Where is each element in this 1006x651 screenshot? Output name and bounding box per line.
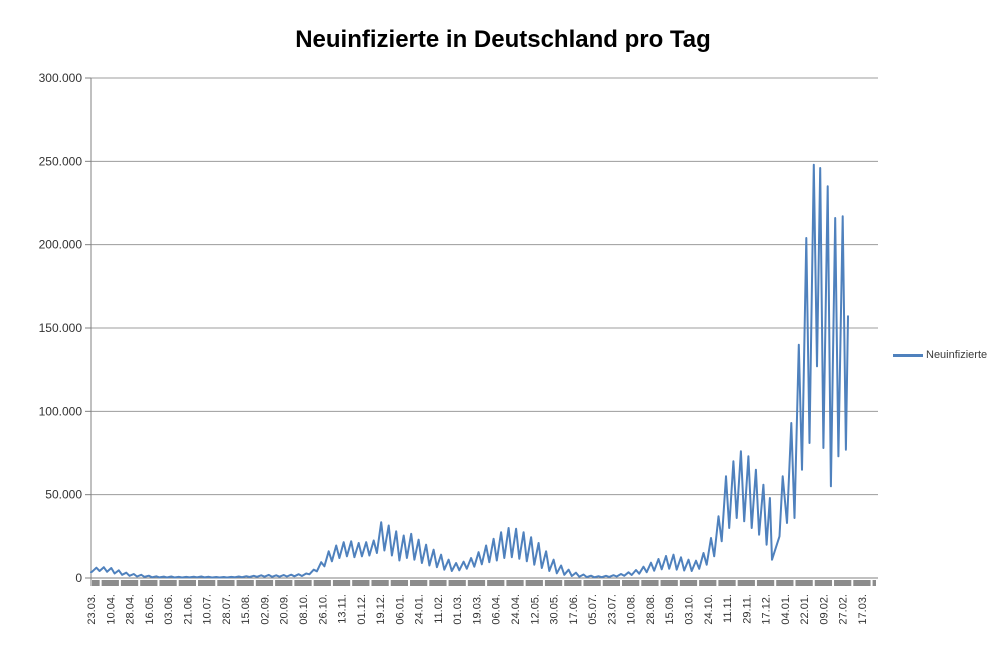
x-tick-band-segment	[699, 580, 717, 586]
series-line-neuinfizierte	[90, 163, 849, 579]
y-tick-label: 150.000	[39, 321, 83, 335]
x-tick-label: 29.11.	[741, 594, 753, 624]
x-tick-label: 17.12.	[761, 594, 773, 625]
x-tick-label: 28.04.	[125, 594, 137, 625]
y-tick-label: 0	[75, 571, 82, 585]
x-tick-label: 01.03.	[452, 594, 464, 625]
x-tick-band-segment	[467, 580, 486, 586]
x-tick-band-segment	[544, 580, 563, 586]
x-tick-band-segment	[217, 580, 235, 586]
chart-title: Neuinfizierte in Deutschland pro Tag	[295, 26, 711, 53]
legend-line-swatch	[893, 353, 923, 357]
x-tick-band-segment	[872, 580, 876, 586]
x-tick-band-segment	[834, 580, 852, 586]
y-tick-label: 50.000	[45, 488, 82, 502]
x-tick-label: 09.02.	[818, 594, 830, 625]
x-tick-label: 19.03.	[471, 594, 483, 625]
x-tick-label: 11.11.	[722, 594, 734, 623]
x-tick-band-segment	[660, 580, 678, 586]
x-tick-label: 21.06.	[182, 594, 194, 625]
x-tick-label: 17.06.	[568, 594, 580, 625]
x-tick-band-segment	[448, 580, 466, 586]
y-tick-label: 300.000	[39, 71, 83, 85]
legend: Neuinfizierte	[893, 349, 987, 361]
x-tick-band-segment	[776, 580, 794, 586]
x-tick-label: 23.03.	[86, 594, 98, 625]
x-tick-label: 10.04.	[105, 594, 117, 625]
x-tick-label: 26.10.	[317, 594, 329, 625]
x-tick-band-segment	[410, 580, 428, 586]
x-tick-label: 15.08.	[240, 594, 252, 625]
x-tick-band-segment	[737, 580, 755, 586]
x-tick-label: 10.07.	[202, 594, 214, 625]
x-tick-band-segment	[159, 580, 177, 586]
x-tick-band-segment	[390, 580, 409, 586]
x-tick-label: 30.05.	[549, 594, 561, 625]
x-tick-band-segment	[275, 580, 293, 586]
x-tick-label: 08.10.	[298, 594, 310, 625]
x-tick-band-segment	[313, 580, 331, 586]
x-tick-label: 19.12.	[375, 594, 387, 625]
x-tick-band-segment	[178, 580, 197, 586]
x-tick-band-segment	[198, 580, 216, 586]
x-tick-label: 27.02.	[838, 594, 850, 625]
x-tick-label: 20.09.	[279, 594, 291, 625]
x-tick-band-segment	[583, 580, 601, 586]
x-tick-label: 13.11.	[337, 594, 349, 624]
x-tick-label: 15.09.	[664, 594, 676, 625]
x-tick-band-segment	[294, 580, 312, 586]
x-tick-band-segment	[487, 580, 505, 586]
x-tick-label: 24.10.	[703, 594, 715, 625]
x-tick-band-segment	[352, 580, 370, 586]
x-tick-band-segment	[853, 580, 871, 586]
y-tick-label: 250.000	[39, 154, 83, 168]
x-tick-label: 03.10.	[683, 594, 695, 625]
x-tick-band-segment	[120, 580, 139, 586]
y-tick-label: 100.000	[39, 404, 83, 418]
x-tick-label: 22.01.	[799, 594, 811, 625]
x-tick-band-segment	[255, 580, 274, 586]
x-tick-label: 10.08.	[626, 594, 638, 625]
x-tick-band-segment	[679, 580, 698, 586]
x-tick-band-segment	[429, 580, 447, 586]
x-tick-label: 11.02.	[433, 594, 445, 624]
x-tick-band-segment	[140, 580, 158, 586]
legend-series-label: Neuinfizierte	[926, 349, 988, 361]
x-tick-band-segment	[602, 580, 621, 586]
x-tick-band-segment	[795, 580, 813, 586]
x-tick-band-segment	[814, 580, 833, 586]
x-tick-label: 28.08.	[645, 594, 657, 625]
x-tick-label: 24.01.	[414, 594, 426, 625]
x-tick-label: 04.01.	[780, 594, 792, 625]
x-tick-band-segment	[332, 580, 351, 586]
x-tick-label: 03.06.	[163, 594, 175, 625]
x-tick-label: 02.09.	[259, 594, 271, 625]
x-tick-band-segment	[622, 580, 640, 586]
x-tick-label: 01.12.	[356, 594, 368, 625]
x-tick-label: 06.04.	[491, 594, 503, 625]
x-tick-band-segment	[371, 580, 389, 586]
x-tick-label: 23.07.	[606, 594, 618, 625]
x-tick-band-segment	[506, 580, 524, 586]
x-tick-band-segment	[756, 580, 775, 586]
x-tick-band-segment	[236, 580, 254, 586]
x-tick-label: 05.07.	[587, 594, 599, 625]
x-tick-band-segment	[92, 580, 100, 586]
x-tick-band-segment	[564, 580, 582, 586]
x-tick-label: 24.04.	[510, 594, 522, 625]
x-tick-band-segment	[718, 580, 736, 586]
x-tick-label: 16.05.	[144, 594, 156, 625]
x-tick-band-segment	[641, 580, 659, 586]
x-tick-label: 17.03.	[857, 594, 869, 625]
x-tick-label: 06.01.	[394, 594, 406, 625]
x-tick-band-segment	[101, 580, 119, 586]
x-tick-label: 28.07.	[221, 594, 233, 625]
x-tick-label: 12.05.	[529, 594, 541, 625]
x-tick-band-segment	[525, 580, 543, 586]
y-tick-label: 200.000	[39, 238, 83, 252]
